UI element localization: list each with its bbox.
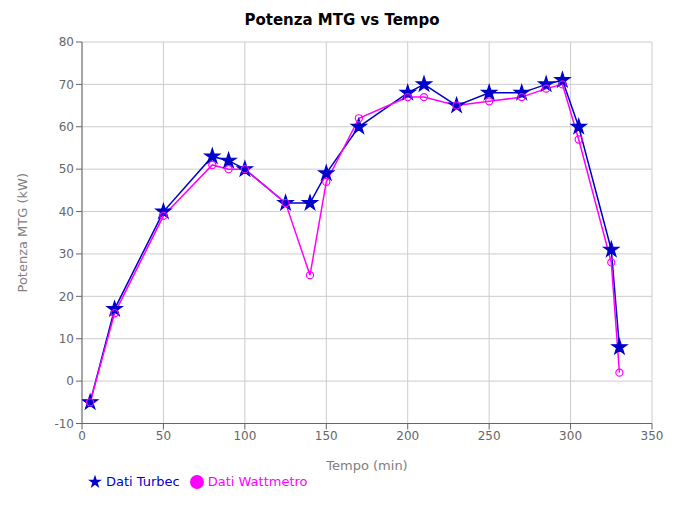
svg-text:40: 40 [59, 205, 74, 219]
svg-text:350: 350 [641, 429, 664, 443]
svg-text:250: 250 [478, 429, 501, 443]
svg-text:200: 200 [396, 429, 419, 443]
svg-text:150: 150 [315, 429, 338, 443]
svg-text:Potenza MTG (kW): Potenza MTG (kW) [15, 173, 30, 292]
svg-text:20: 20 [59, 290, 74, 304]
svg-text:50: 50 [156, 429, 171, 443]
svg-text:60: 60 [59, 120, 74, 134]
svg-text:300: 300 [559, 429, 582, 443]
svg-text:-10: -10 [54, 417, 74, 431]
svg-text:10: 10 [59, 332, 74, 346]
svg-text:100: 100 [233, 429, 256, 443]
svg-text:70: 70 [59, 78, 74, 92]
html-text:Dati Wattmetro: Dati Wattmetro [207, 473, 308, 489]
svg-text:0: 0 [66, 374, 74, 388]
svg-text:80: 80 [59, 35, 74, 49]
svg-text:30: 30 [59, 247, 74, 261]
svg-text:50: 50 [59, 162, 74, 176]
svg-text:0: 0 [78, 429, 86, 443]
svg-text:Tempo (min): Tempo (min) [325, 458, 407, 473]
html-text:Dati Turbec: Dati Turbec [106, 473, 180, 489]
html-text:Potenza MTG vs Tempo: Potenza MTG vs Tempo [244, 11, 440, 29]
